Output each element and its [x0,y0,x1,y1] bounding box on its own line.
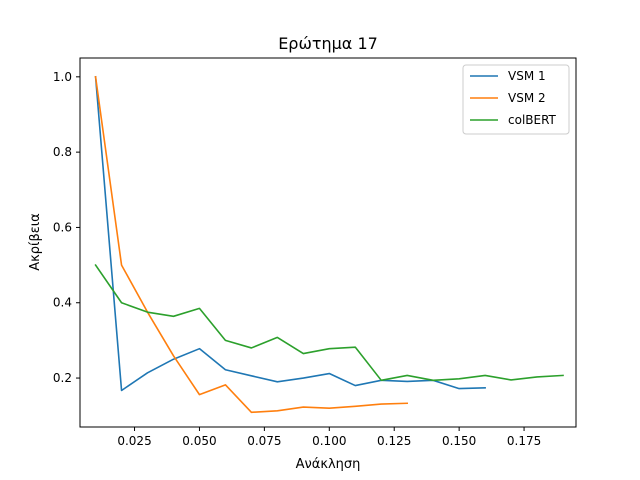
y-ticks: 0.2 0.4 0.6 0.8 1.0 [53,70,80,385]
y-tick-label: 0.2 [53,371,72,385]
x-tick-label: 0.125 [377,434,411,448]
legend-label: colBERT [508,113,557,127]
legend: VSM 1 VSM 2 colBERT [462,64,570,135]
series-line-vsm-1 [94,75,486,392]
x-tick-label: 0.150 [442,434,476,448]
y-tick-label: 1.0 [53,70,72,84]
x-tick-label: 0.175 [507,434,541,448]
x-tick-label: 0.050 [182,434,216,448]
x-tick-label: 0.025 [117,434,151,448]
y-axis-label: Ακρίβεια [28,213,43,271]
plot-frame [79,57,577,428]
series-layer [94,75,564,414]
y-tick-label: 0.8 [53,145,72,159]
legend-entries: VSM 1 VSM 2 colBERT [470,69,557,127]
legend-label: VSM 2 [508,91,546,105]
legend-box [462,64,570,135]
y-tick-label: 0.4 [53,296,72,310]
x-ticks: 0.025 0.050 0.075 0.100 0.125 0.150 0.175 [117,427,541,448]
chart-title: Ερώτημα 17 [278,34,378,53]
x-tick-label: 0.100 [312,434,346,448]
x-tick-label: 0.075 [247,434,281,448]
series-line-colbert [94,263,564,382]
y-tick-label: 0.6 [53,220,72,234]
x-axis-label: Ανάκληση [296,457,361,472]
legend-label: VSM 1 [508,69,546,83]
